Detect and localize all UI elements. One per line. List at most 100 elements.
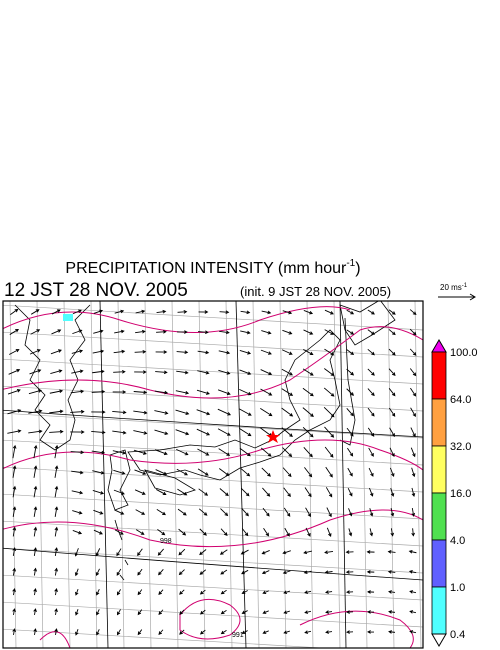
wind-arrow — [70, 450, 85, 455]
wind-arrow — [158, 609, 164, 615]
wind-arrow — [10, 308, 19, 315]
wind-arrow — [220, 508, 229, 517]
wind-arrow — [303, 550, 313, 555]
wind-arrow — [388, 388, 396, 397]
wind-arrow — [348, 508, 353, 517]
wind-arrow — [281, 388, 294, 396]
wind-arrow — [12, 608, 16, 616]
major-lines — [3, 301, 423, 648]
wind-arrow — [220, 589, 227, 595]
grid-line — [3, 493, 423, 520]
wind-arrow — [135, 509, 146, 515]
wind-arrow — [28, 429, 43, 434]
wind-arrow — [114, 309, 125, 314]
wind-arrow — [388, 368, 396, 376]
wind-arrow — [75, 588, 79, 596]
wind-arrow — [114, 329, 125, 334]
wind-arrow — [305, 527, 311, 537]
station-star — [266, 430, 280, 443]
wind-arrow — [199, 549, 207, 556]
wind-arrow — [196, 389, 210, 395]
grid-line — [414, 301, 422, 648]
wind-arrow — [199, 589, 206, 595]
wind-arrow — [387, 550, 396, 554]
wind-arrow — [199, 569, 207, 575]
wind-arrow — [220, 569, 228, 575]
wind-arrow — [326, 507, 332, 518]
wind-arrow — [133, 390, 148, 395]
wind-arrow — [303, 310, 314, 315]
wind-arrow — [156, 309, 167, 314]
wind-arrow — [95, 548, 101, 557]
wind-arrow — [282, 550, 291, 555]
wind-arrow — [260, 447, 272, 457]
wind-arrow — [282, 447, 293, 458]
wind-arrow — [54, 506, 59, 517]
isobar-label: 991 — [232, 632, 244, 639]
wind-arrow — [324, 446, 334, 458]
wind-arrow — [75, 629, 79, 636]
wind-arrow — [54, 485, 59, 498]
wind-arrow — [282, 310, 293, 315]
wind-arrow — [71, 349, 84, 354]
wind-arrow — [54, 567, 58, 576]
wind-arrow — [240, 330, 251, 335]
wind-arrow — [134, 349, 147, 354]
wind-arrow — [325, 610, 333, 614]
wind-arrow — [260, 369, 273, 376]
wind-arrow — [388, 590, 396, 594]
wind-arrow — [240, 549, 249, 555]
wind-arrow — [217, 428, 231, 436]
colorbar-segment — [431, 539, 447, 588]
wind-arrow — [369, 528, 374, 537]
wind-arrow — [197, 448, 210, 456]
grid-line — [36, 301, 44, 648]
wind-arrow — [217, 408, 232, 416]
wind-arrow — [33, 608, 37, 616]
wind-arrow — [116, 589, 121, 596]
wind-arrow — [33, 485, 38, 498]
wind-arrow — [304, 610, 312, 614]
wind-arrow — [50, 369, 63, 374]
wind-arrow — [112, 430, 127, 435]
wind-arrow — [408, 570, 417, 574]
wind-arrow — [179, 629, 185, 635]
wind-arrow — [367, 407, 375, 417]
wind-arrow — [346, 309, 355, 315]
title-close: ) — [355, 260, 360, 277]
wind-arrow — [409, 328, 417, 336]
wind-arrow — [198, 488, 209, 496]
wind-arrow — [33, 506, 38, 517]
wind-arrow — [12, 485, 17, 498]
wind-arrow — [177, 310, 188, 314]
colorbar-label: 64.0 — [450, 394, 471, 406]
grid-line — [3, 466, 423, 493]
wind-arrow — [241, 610, 248, 614]
wind-arrow — [346, 329, 355, 335]
wind-arrow — [241, 528, 249, 537]
wind-arrow — [240, 310, 251, 315]
wind-arrow — [220, 528, 228, 537]
wind-arrow — [113, 469, 126, 475]
grid-line — [252, 301, 260, 648]
wind-arrow — [158, 589, 164, 596]
wind-arrow — [177, 508, 187, 516]
wind-arrow — [133, 449, 147, 455]
wind-arrow — [282, 467, 292, 478]
grid-line — [3, 628, 324, 648]
map: 998 991 — [3, 301, 423, 648]
wind-arrow — [410, 427, 416, 438]
wind-arrow — [409, 630, 417, 634]
colorbar-segment — [431, 351, 447, 400]
colorbar-cap — [431, 633, 447, 647]
wind-arrow — [54, 628, 58, 636]
wind-arrow — [29, 349, 41, 355]
wind-arrow — [156, 330, 167, 334]
wind-arrow — [95, 568, 100, 577]
wind-arrow — [93, 329, 104, 334]
wind-arrow — [116, 548, 122, 557]
wind-arrow — [282, 570, 291, 575]
wind-arrow — [302, 407, 314, 417]
grid-line — [279, 301, 287, 648]
wind-arrow — [346, 368, 355, 376]
